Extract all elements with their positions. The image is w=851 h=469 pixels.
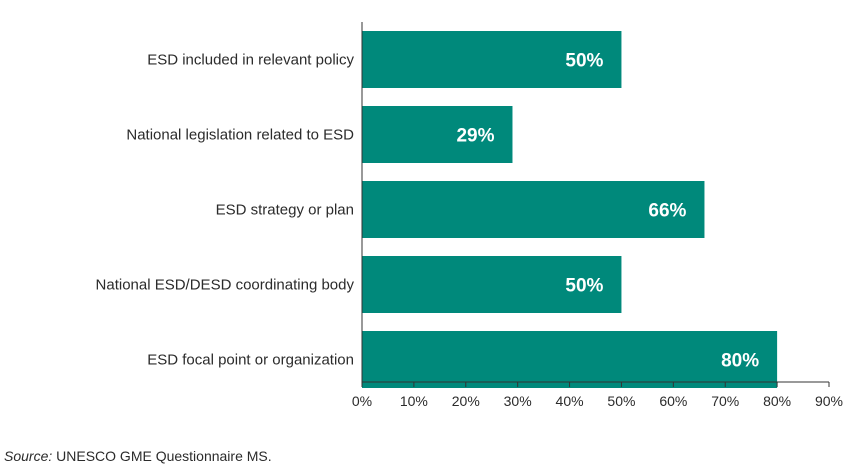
category-labels: ESD included in relevant policy National … (96, 52, 355, 369)
data-label: 50% (565, 51, 603, 72)
x-tick-label: 30% (504, 393, 532, 409)
category-label: ESD focal point or organization (147, 352, 354, 369)
category-label: ESD strategy or plan (216, 202, 354, 219)
bar (362, 331, 778, 388)
bar (362, 106, 513, 163)
data-labels: 50% 29% 66% 50% 80% (456, 51, 759, 372)
x-tick-label: 20% (452, 393, 480, 409)
data-label: 66% (648, 201, 686, 222)
data-label: 50% (565, 276, 603, 297)
x-tick-label: 10% (400, 393, 428, 409)
x-tick-label: 70% (711, 393, 739, 409)
category-label: National legislation related to ESD (126, 127, 354, 144)
x-tick-label: 0% (352, 393, 372, 409)
category-label: National ESD/DESD coordinating body (96, 277, 355, 294)
x-axis: 0% 10% 20% 30% 40% 50% 60% 70% 80% 90% (352, 22, 843, 409)
x-tick-label: 50% (607, 393, 635, 409)
bar (362, 181, 705, 238)
source-text: UNESCO GME Questionnaire MS. (52, 448, 272, 464)
x-tick-label: 80% (763, 393, 791, 409)
x-tick-label: 40% (556, 393, 584, 409)
data-label: 29% (456, 126, 494, 147)
x-tick-label: 90% (815, 393, 843, 409)
bar (362, 256, 622, 313)
source-note: Source: UNESCO GME Questionnaire MS. (4, 448, 272, 464)
bars-group (362, 31, 778, 388)
source-prefix: Source: (4, 448, 53, 464)
x-tick-label: 60% (659, 393, 687, 409)
bar (362, 31, 622, 88)
data-label: 80% (721, 351, 759, 372)
category-label: ESD included in relevant policy (147, 52, 354, 69)
